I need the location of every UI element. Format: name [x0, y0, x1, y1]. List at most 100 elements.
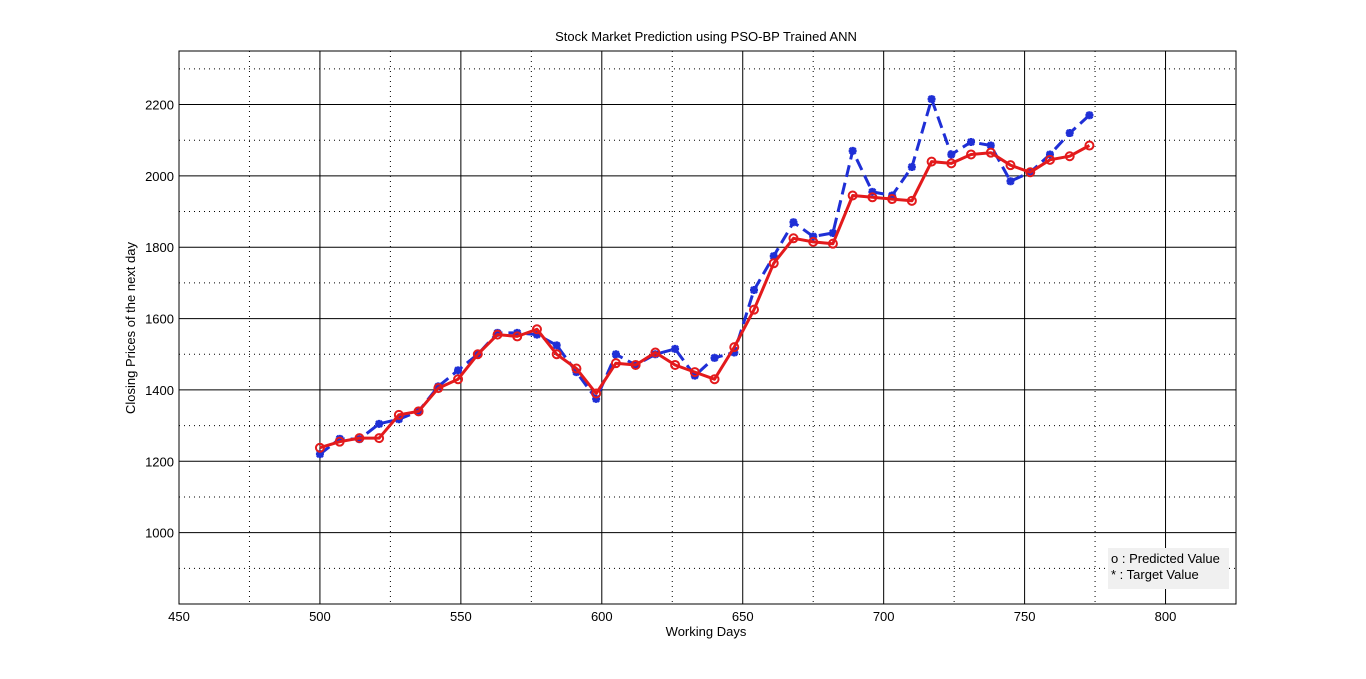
target-point	[1006, 177, 1015, 186]
target-point	[611, 350, 620, 359]
target-point	[315, 450, 324, 459]
y-tick-label: 1800	[145, 240, 174, 255]
y-tick-labels: 1000 1200 1400 1600 1800 2000 2200	[145, 98, 174, 541]
predicted-point	[374, 433, 385, 444]
predicted-point	[867, 192, 878, 203]
predicted-point	[729, 342, 740, 353]
target-point	[434, 382, 443, 391]
predicted-point	[670, 359, 681, 370]
x-tick-label: 650	[732, 609, 754, 624]
predicted-point	[827, 238, 838, 249]
predicted-point	[1005, 160, 1016, 171]
target-point	[552, 341, 561, 350]
predicted-point	[413, 406, 424, 417]
predicted-point	[709, 374, 720, 385]
target-point	[730, 348, 739, 357]
target-point	[750, 286, 759, 295]
x-tick-label: 700	[873, 609, 895, 624]
predicted-point	[433, 383, 444, 394]
predicted-line	[319, 144, 1091, 450]
y-tick-label: 1000	[145, 526, 174, 541]
target-point	[532, 330, 541, 339]
target-point	[493, 328, 502, 337]
target-point	[335, 434, 344, 443]
target-point	[789, 218, 798, 227]
chart-title: Stock Market Prediction using PSO-BP Tra…	[555, 29, 857, 44]
target-point	[907, 162, 916, 171]
target-point	[967, 137, 976, 146]
x-tick-label: 600	[591, 609, 613, 624]
target-point	[868, 187, 877, 196]
predicted-point	[926, 156, 937, 167]
predicted-point	[393, 409, 404, 420]
series-predicted	[314, 140, 1095, 453]
target-point	[375, 419, 384, 428]
target-point	[454, 366, 463, 375]
x-tick-label: 550	[450, 609, 472, 624]
legend: o : Predicted Value * : Target Value	[1108, 548, 1229, 589]
y-axis-label: Closing Prices of the next day	[123, 242, 138, 414]
predicted-point	[492, 329, 503, 340]
target-point	[710, 353, 719, 362]
predicted-point	[551, 349, 562, 360]
predicted-point	[689, 367, 700, 378]
predicted-point	[334, 436, 345, 447]
target-point	[1085, 111, 1094, 120]
predicted-point	[768, 258, 779, 269]
y-tick-label: 1400	[145, 383, 174, 398]
x-axis-label: Working Days	[666, 624, 747, 639]
y-tick-label: 2200	[145, 98, 174, 113]
target-point	[947, 150, 956, 159]
predicted-point	[630, 359, 641, 370]
target-point	[828, 228, 837, 237]
predicted-point	[1025, 167, 1036, 178]
predicted-point	[472, 349, 483, 360]
predicted-point	[887, 194, 898, 205]
predicted-point	[650, 347, 661, 358]
predicted-point	[591, 388, 602, 399]
target-point	[848, 146, 857, 155]
y-tick-label: 1200	[145, 454, 174, 469]
predicted-point	[906, 195, 917, 206]
target-point	[809, 232, 818, 241]
predicted-point	[453, 374, 464, 385]
plot-frame	[178, 50, 1237, 605]
target-point	[1045, 150, 1054, 159]
legend-item-target: * : Target Value	[1111, 567, 1199, 582]
predicted-point	[985, 147, 996, 158]
predicted-point	[512, 331, 523, 342]
x-tick-label: 450	[168, 609, 190, 624]
target-point	[671, 344, 680, 353]
major-grid	[178, 51, 1236, 604]
x-tick-label: 800	[1155, 609, 1177, 624]
legend-item-predicted: o : Predicted Value	[1111, 551, 1220, 566]
series-layer	[314, 95, 1095, 459]
legend-box	[1108, 548, 1229, 589]
predicted-point	[354, 433, 365, 444]
y-tick-label: 1600	[145, 312, 174, 327]
predicted-point	[531, 324, 542, 335]
x-tick-labels: 450 500 550 600 650 700 750 800	[168, 609, 1176, 624]
target-line	[318, 97, 1091, 456]
y-tick-label: 2000	[145, 169, 174, 184]
predicted-point	[966, 149, 977, 160]
predicted-point	[1064, 151, 1075, 162]
predicted-point	[808, 236, 819, 247]
predicted-point	[610, 358, 621, 369]
predicted-point	[1044, 154, 1055, 165]
predicted-point	[314, 442, 325, 453]
predicted-point	[1084, 140, 1095, 151]
predicted-point	[946, 158, 957, 169]
predicted-point	[571, 363, 582, 374]
predicted-point	[749, 304, 760, 315]
target-point	[769, 252, 778, 261]
x-tick-label: 500	[309, 609, 331, 624]
target-point	[1065, 129, 1074, 138]
target-point	[592, 394, 601, 403]
predicted-point	[788, 233, 799, 244]
x-tick-label: 750	[1014, 609, 1036, 624]
target-point	[986, 141, 995, 150]
predicted-point	[847, 190, 858, 201]
target-point	[927, 95, 936, 104]
